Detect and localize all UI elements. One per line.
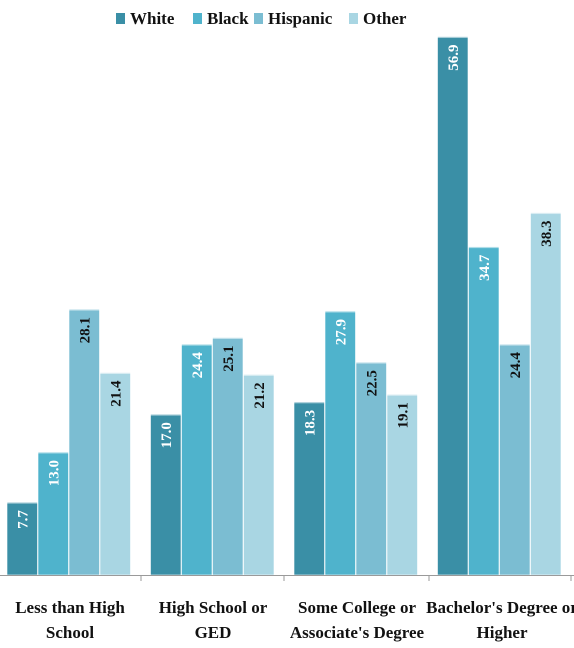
bar-highlight-other-3 (531, 213, 562, 215)
bar-highlight-black-0 (38, 452, 69, 454)
legend-item-black: Black (193, 9, 249, 28)
data-label-white-1: 17.0 (159, 422, 175, 448)
data-label-other-3: 38.3 (539, 221, 555, 247)
legend-swatch-black (193, 13, 202, 24)
data-label-hispanic-1: 25.1 (221, 345, 237, 371)
data-label-other-1: 21.2 (252, 382, 268, 408)
legend-label-black: Black (207, 9, 249, 28)
bar-highlight-black-3 (469, 247, 500, 249)
data-label-black-2: 27.9 (334, 319, 350, 345)
data-label-other-2: 19.1 (396, 402, 412, 428)
legend-label-hispanic: Hispanic (268, 9, 333, 28)
data-label-black-1: 24.4 (190, 352, 206, 379)
legend-item-white: White (116, 9, 175, 28)
category-label-2: Some College or Associate's Degree (290, 598, 425, 642)
bar-highlight-hispanic-2 (356, 362, 387, 364)
bar-highlight-hispanic-3 (500, 344, 531, 346)
bar-highlight-black-1 (182, 344, 213, 346)
x-axis (0, 575, 574, 581)
bar-highlight-white-1 (151, 414, 182, 416)
bar-hispanic-1 (213, 337, 244, 575)
category-label-0: Less than High School (15, 598, 125, 642)
legend-item-other: Other (349, 9, 407, 28)
data-label-hispanic-2: 22.5 (365, 370, 381, 396)
data-label-hispanic-3: 24.4 (508, 352, 524, 379)
bar-highlight-black-2 (325, 311, 356, 313)
legend-label-other: Other (363, 9, 407, 28)
legend-swatch-white (116, 13, 125, 24)
category-label-1: High School or GED (159, 598, 268, 642)
bar-white-3 (438, 37, 469, 575)
legend-swatch-other (349, 13, 358, 24)
legend-swatch-hispanic (254, 13, 263, 24)
bar-highlight-white-0 (7, 502, 38, 504)
data-label-other-0: 21.4 (109, 380, 125, 407)
data-label-white-2: 18.3 (303, 410, 319, 436)
bar-highlight-hispanic-0 (69, 309, 100, 311)
data-label-white-0: 7.7 (16, 510, 32, 529)
legend-item-hispanic: Hispanic (254, 9, 333, 28)
bar-highlight-white-2 (294, 402, 325, 404)
bar-highlight-white-3 (438, 37, 469, 39)
data-label-white-3: 56.9 (446, 45, 462, 71)
data-label-black-3: 34.7 (477, 254, 493, 281)
data-label-hispanic-0: 28.1 (78, 317, 94, 343)
data-label-black-0: 13.0 (47, 460, 63, 486)
category-label-3: Bachelor's Degree or Higher (426, 598, 574, 642)
bars: 7.7 13.0 28.1 21.4 17.0 24.4 25.1 21.2 18.3 27.9 2… (7, 37, 561, 575)
bar-highlight-other-1 (244, 374, 275, 376)
bar-black-3 (469, 247, 500, 575)
legend-label-white: White (130, 9, 175, 28)
x-axis-labels: Less than High School High School or GED Som… (15, 598, 574, 642)
bar-hispanic-0 (69, 309, 100, 575)
bar-highlight-hispanic-1 (213, 337, 244, 339)
bar-highlight-other-0 (100, 372, 131, 374)
bar-highlight-other-2 (387, 394, 418, 396)
bar-other-3 (531, 213, 562, 575)
bar-black-2 (325, 311, 356, 575)
legend: White Black Hispanic Other (116, 9, 407, 28)
